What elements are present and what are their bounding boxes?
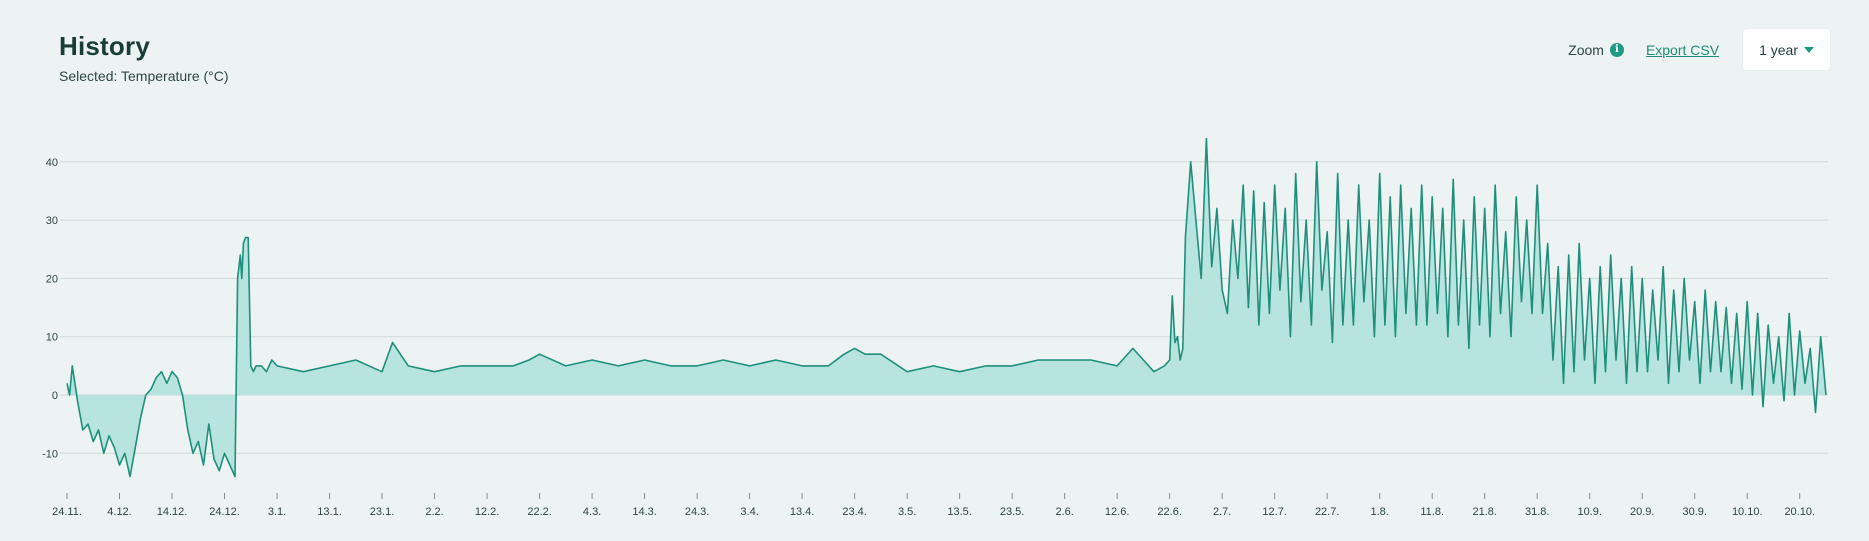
x-tick-label: 13.4. <box>790 506 814 518</box>
x-tick-label: 3.5. <box>898 506 916 518</box>
grid-lines <box>60 161 1828 454</box>
x-tick-label: 3.1. <box>268 506 286 518</box>
x-tick-label: 13.5. <box>947 506 971 518</box>
x-tick-label: 1.8. <box>1371 506 1389 518</box>
y-axis: -10 0 10 20 30 40 <box>42 157 58 460</box>
y-tick-label: 0 <box>52 390 58 402</box>
temperature-area <box>67 138 1826 477</box>
x-tick-label: 4.3. <box>583 506 601 518</box>
x-tick-label: 30.9. <box>1682 506 1706 518</box>
x-tick-label: 10.10. <box>1732 506 1763 518</box>
x-tick-label: 2.7. <box>1213 506 1231 518</box>
page-title: History <box>59 31 150 61</box>
x-tick-label: 23.1. <box>370 506 394 518</box>
x-tick-label: 24.12. <box>209 506 240 518</box>
chart-toolbar: Zoom i Export CSV 1 year <box>1568 29 1830 70</box>
x-tick-label: 12.2. <box>475 506 499 518</box>
period-select-value: 1 year <box>1759 41 1798 58</box>
x-tick-label: 2.6. <box>1055 506 1073 518</box>
y-tick-label: 30 <box>46 215 58 227</box>
x-tick-label: 23.5. <box>1000 506 1024 518</box>
x-tick-label: 14.12. <box>157 506 188 518</box>
x-tick-label: 2.2. <box>425 506 443 518</box>
y-tick-label: 20 <box>46 273 58 285</box>
x-tick-label: 3.4. <box>740 506 758 518</box>
x-tick-label: 4.12. <box>107 506 131 518</box>
x-tick-label: 14.3. <box>632 506 656 518</box>
zoom-label: Zoom <box>1568 41 1604 58</box>
x-tick-label: 22.2. <box>527 506 551 518</box>
x-tick-label: 13.1. <box>317 506 341 518</box>
x-tick-label: 12.7. <box>1262 506 1286 518</box>
zoom-control[interactable]: Zoom i <box>1568 42 1624 58</box>
y-tick-label: 10 <box>46 332 58 344</box>
x-tick-label: 12.6. <box>1105 506 1129 518</box>
x-axis: 24.11. 4.12. 14.12. 24.12. 3.1. 13.1. 23.1. 2.2… <box>52 493 1815 518</box>
x-tick-label: 23.4. <box>842 506 866 518</box>
x-tick-label: 22.6. <box>1157 506 1181 518</box>
x-tick-label: 20.10. <box>1784 506 1815 518</box>
x-tick-label: 20.9. <box>1630 506 1654 518</box>
x-tick-label: 24.3. <box>685 506 709 518</box>
info-icon[interactable]: i <box>1609 42 1624 57</box>
period-select[interactable]: 1 year <box>1743 29 1830 70</box>
y-tick-label: 40 <box>46 157 58 169</box>
chevron-down-icon <box>1804 46 1814 53</box>
export-csv-link[interactable]: Export CSV <box>1645 41 1720 58</box>
x-tick-label: 21.8. <box>1472 506 1496 518</box>
selected-metric-label: Selected: Temperature (°C) <box>59 68 229 84</box>
temperature-series-line <box>66 137 1827 478</box>
y-tick-label: -10 <box>42 448 58 460</box>
x-tick-label: 10.9. <box>1577 506 1601 518</box>
x-tick-label: 24.11. <box>52 506 82 518</box>
x-tick-label: 31.8. <box>1525 506 1549 518</box>
x-tick-label: 11.8. <box>1420 506 1444 518</box>
x-tick-label: 22.7. <box>1315 506 1339 518</box>
